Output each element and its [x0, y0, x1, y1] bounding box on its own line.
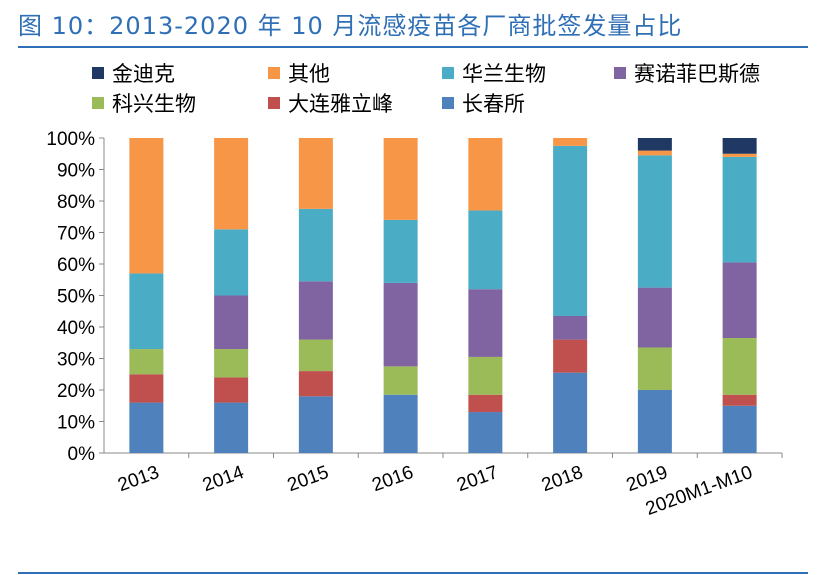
- bar-segment: [298, 396, 333, 453]
- legend-item: 大连雅立峰: [268, 92, 393, 116]
- y-tick-label: 20%: [57, 381, 95, 402]
- bar-segment: [553, 339, 588, 373]
- bar-segment: [468, 356, 503, 395]
- bar-segment: [553, 372, 588, 453]
- y-tick-label: 30%: [57, 350, 95, 371]
- legend-label: 大连雅立峰: [288, 92, 393, 116]
- legend-item: 赛诺菲巴斯德: [614, 62, 760, 86]
- legend-swatch: [92, 67, 104, 79]
- bar-segment: [298, 371, 333, 397]
- y-tick-label: 80%: [57, 192, 95, 213]
- legend-item: 科兴生物: [92, 92, 196, 116]
- bar-segment: [722, 338, 757, 395]
- x-tick-label: 2017: [454, 462, 501, 496]
- bar-segment: [214, 295, 249, 350]
- x-tick-label: 2018: [539, 462, 586, 496]
- figure-title: 图 10：2013-2020 年 10 月流感疫苗各厂商批签发量占比: [18, 12, 683, 40]
- legend-item: 长春所: [442, 92, 525, 116]
- bar-segment: [214, 377, 249, 403]
- legend-item: 其他: [268, 62, 330, 86]
- y-tick-label: 70%: [57, 224, 95, 245]
- y-tick-label: 90%: [57, 161, 95, 182]
- x-tick-label: 2015: [285, 462, 332, 496]
- bar-segment: [383, 394, 418, 453]
- bar-segment: [383, 282, 418, 367]
- bar-segment: [129, 138, 164, 274]
- bar-segment: [298, 339, 333, 372]
- bar-segment: [722, 394, 757, 406]
- bar-segment: [553, 145, 588, 316]
- bar-segment: [468, 138, 503, 211]
- legend-swatch: [442, 67, 454, 79]
- bar-segment: [214, 229, 249, 296]
- y-tick-label: 40%: [57, 318, 95, 339]
- bar-segment: [468, 210, 503, 290]
- bar-segment: [298, 281, 333, 340]
- legend-label: 长春所: [462, 92, 525, 116]
- x-tick-label: 2014: [200, 462, 247, 496]
- legend-label: 金迪克: [112, 62, 175, 86]
- x-tick-label: 2016: [369, 462, 416, 496]
- bar-segment: [637, 390, 672, 453]
- legend-label: 华兰生物: [462, 62, 546, 86]
- chart-bars: [129, 138, 757, 453]
- bar-segment: [383, 138, 418, 220]
- footer-divider: [18, 572, 808, 574]
- bar-segment: [637, 155, 672, 288]
- legend-label: 科兴生物: [112, 92, 196, 116]
- bar-segment: [468, 412, 503, 453]
- y-tick-label: 10%: [57, 413, 95, 434]
- y-tick-label: 50%: [57, 287, 95, 308]
- bar-segment: [637, 150, 672, 156]
- legend-label: 赛诺菲巴斯德: [634, 62, 760, 86]
- legend-swatch: [268, 67, 280, 79]
- legend-swatch: [268, 97, 280, 109]
- legend-label: 其他: [288, 62, 330, 86]
- bar-segment: [722, 138, 757, 154]
- bar-segment: [722, 156, 757, 263]
- bar-segment: [129, 273, 164, 350]
- bar-segment: [129, 349, 164, 375]
- bar-segment: [468, 289, 503, 357]
- bar-segment: [637, 287, 672, 348]
- x-tick-label: 2013: [115, 462, 162, 496]
- legend-swatch: [92, 97, 104, 109]
- bar-segment: [722, 153, 757, 157]
- bar-segment: [298, 208, 333, 282]
- legend-swatch: [614, 67, 626, 79]
- y-tick-label: 0%: [68, 444, 96, 465]
- bar-segment: [722, 262, 757, 339]
- bar-segment: [214, 138, 249, 230]
- legend-swatch: [442, 97, 454, 109]
- bar-segment: [383, 219, 418, 283]
- bar-segment: [129, 402, 164, 453]
- title-divider: [18, 46, 808, 48]
- bar-segment: [214, 349, 249, 378]
- x-tick-label: 2019: [624, 462, 671, 496]
- bar-segment: [129, 374, 164, 403]
- bar-segment: [298, 138, 333, 209]
- y-tick-label: 100%: [46, 129, 95, 150]
- bar-segment: [637, 138, 672, 151]
- legend-item: 华兰生物: [442, 62, 546, 86]
- bar-segment: [383, 366, 418, 395]
- bar-segment: [214, 402, 249, 453]
- bar-segment: [637, 347, 672, 390]
- y-tick-label: 60%: [57, 255, 95, 276]
- bar-segment: [553, 315, 588, 340]
- bar-segment: [553, 138, 588, 146]
- bar-segment: [468, 394, 503, 413]
- bar-segment: [722, 405, 757, 453]
- legend-item: 金迪克: [92, 62, 175, 86]
